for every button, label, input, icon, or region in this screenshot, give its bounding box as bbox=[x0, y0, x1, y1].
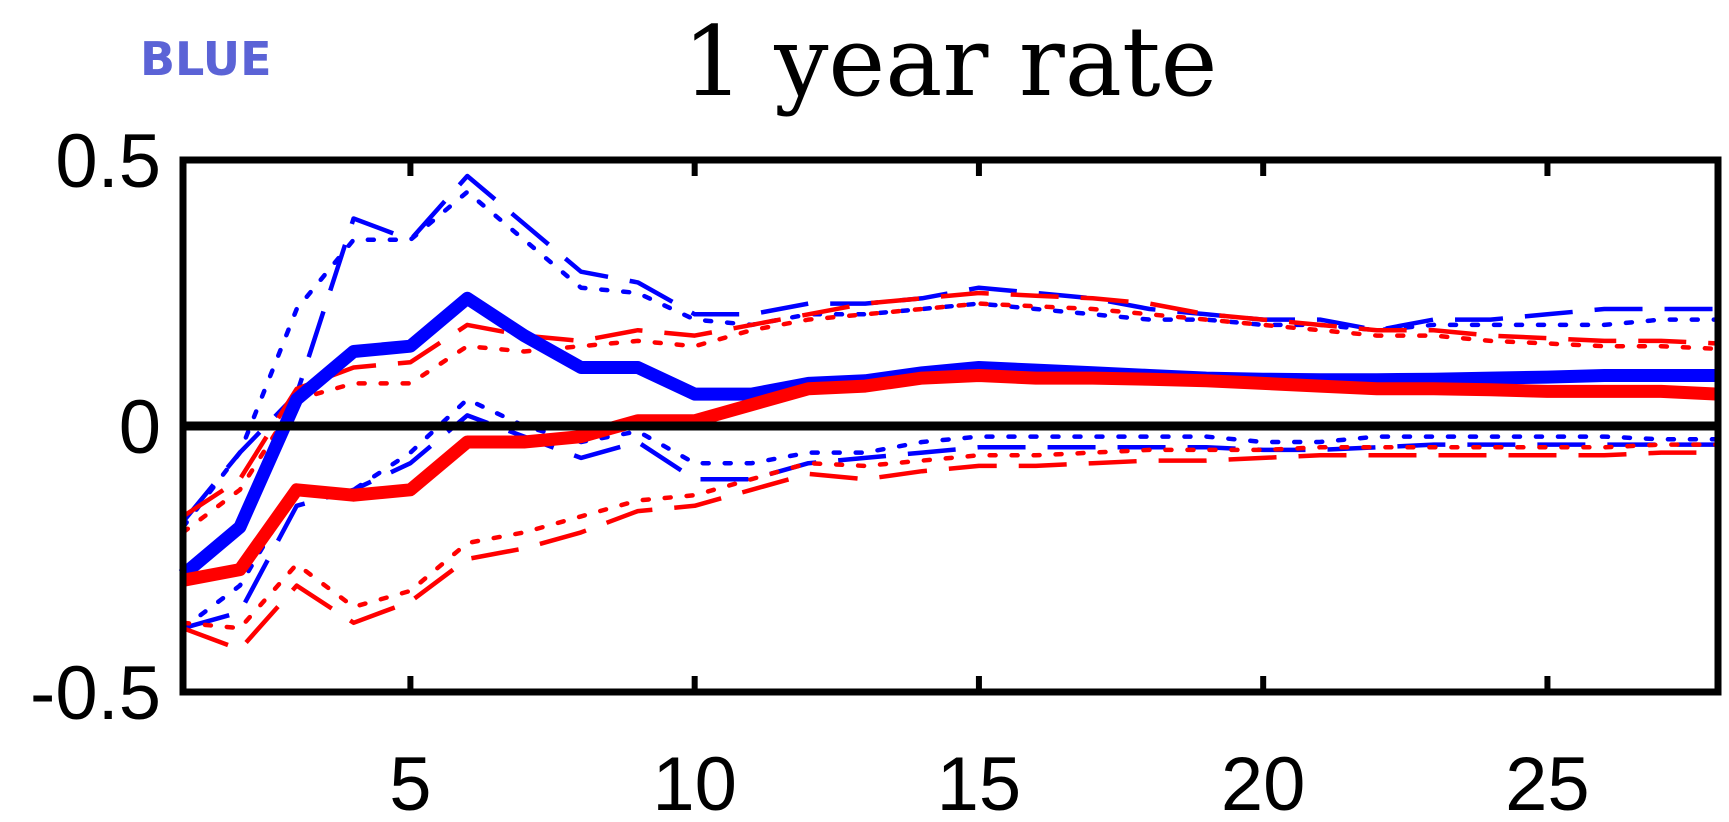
series-line-red-dashed-8 bbox=[182, 450, 1718, 652]
series-line-red-dashed-6 bbox=[181, 290, 1719, 519]
chart-title: 1 year rate bbox=[683, 6, 1218, 118]
series-line-blue-dotted-5 bbox=[180, 397, 1721, 631]
watermark-label: BLUE bbox=[140, 32, 272, 86]
x-tick-label-25: 25 bbox=[1505, 742, 1590, 822]
ticks-layer: 5 10 15 20 25 0.5 0 -0.5 bbox=[30, 119, 1590, 822]
series-line-blue-dotted-3 bbox=[180, 189, 1721, 530]
x-tick-label-15: 15 bbox=[937, 742, 1022, 822]
x-tick-label-20: 20 bbox=[1221, 742, 1306, 822]
series-line-red-dotted-7 bbox=[180, 301, 1721, 535]
series-line-blue-dashed-2 bbox=[181, 173, 1718, 524]
y-tick-label-2: -0.5 bbox=[30, 651, 161, 736]
series-line-blue-solid-0 bbox=[178, 291, 1718, 580]
y-tick-label-1: 0 bbox=[119, 385, 161, 470]
series-line-red-solid-1 bbox=[181, 369, 1719, 587]
series-line-red-dotted-9 bbox=[180, 442, 1721, 631]
series-layer bbox=[178, 173, 1721, 652]
x-tick-label-5: 5 bbox=[389, 742, 431, 822]
y-tick-label-0: 0.5 bbox=[55, 119, 161, 204]
plot-frame bbox=[179, 156, 1722, 696]
x-tick-label-10: 10 bbox=[652, 742, 737, 822]
axes-layer bbox=[179, 156, 1722, 696]
series-line-blue-dashed-4 bbox=[182, 413, 1718, 631]
